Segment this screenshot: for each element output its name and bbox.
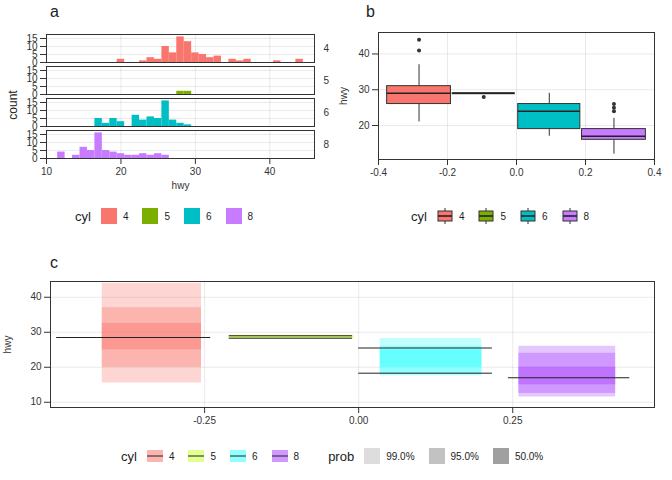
html-text:5: 5 (210, 450, 216, 462)
svg-text:0.2: 0.2 (579, 167, 593, 178)
svg-text:5: 5 (31, 112, 38, 124)
svg-text:-0.25: -0.25 (193, 415, 216, 426)
svg-text:10: 10 (26, 72, 38, 84)
html-text:4: 4 (168, 450, 175, 462)
svg-text:hwy: hwy (2, 336, 13, 354)
html-text:cyl: cyl (75, 208, 91, 224)
svg-text:6: 6 (324, 107, 330, 118)
svg-text:-0.2: -0.2 (439, 167, 457, 178)
svg-text:10: 10 (41, 166, 53, 177)
html-text:b: b (366, 3, 375, 20)
svg-text:40: 40 (30, 291, 42, 302)
html-text:5: 5 (500, 210, 506, 222)
html-text:cyl: cyl (121, 448, 137, 464)
svg-text:30: 30 (30, 326, 42, 337)
svg-text:hwy: hwy (338, 87, 349, 105)
html-text:95.0%: 95.0% (450, 450, 479, 462)
svg-text:10: 10 (30, 396, 42, 407)
svg-text:4: 4 (324, 43, 330, 54)
html-text:c: c (50, 254, 58, 271)
html-text:cyl: cyl (411, 208, 427, 224)
html-text:a: a (50, 3, 59, 20)
html-text:8: 8 (583, 210, 590, 222)
svg-text:0.4: 0.4 (648, 167, 662, 178)
svg-text:20: 20 (358, 120, 370, 131)
svg-text:15: 15 (26, 129, 38, 140)
svg-text:hwy: hwy (172, 180, 190, 191)
svg-text:15: 15 (26, 97, 38, 108)
svg-text:20: 20 (115, 166, 127, 177)
html-text:4: 4 (122, 210, 129, 222)
svg-text:30: 30 (190, 166, 202, 177)
svg-text:10: 10 (26, 104, 38, 116)
html-text:99.0%: 99.0% (386, 450, 415, 462)
svg-text:5: 5 (31, 80, 38, 92)
svg-text:0.25: 0.25 (503, 415, 523, 426)
html-text:5: 5 (164, 210, 170, 222)
svg-text:0: 0 (31, 152, 38, 164)
svg-text:0.00: 0.00 (349, 415, 369, 426)
html-text:6: 6 (206, 210, 212, 222)
html-text:count: count (5, 90, 20, 120)
svg-text:20: 20 (30, 361, 42, 372)
svg-text:30: 30 (358, 84, 370, 95)
html-text:50.0%: 50.0% (514, 450, 544, 462)
svg-text:-0.4: -0.4 (370, 167, 388, 178)
html-text:prob: prob (328, 448, 355, 464)
svg-text:40: 40 (264, 166, 276, 177)
svg-text:8: 8 (324, 139, 330, 150)
svg-text:10: 10 (26, 40, 38, 52)
html-text:8: 8 (293, 450, 300, 462)
svg-text:40: 40 (358, 48, 370, 59)
svg-text:15: 15 (26, 33, 38, 44)
html-text:6: 6 (252, 450, 258, 462)
svg-text:5: 5 (31, 144, 38, 156)
svg-text:5: 5 (324, 75, 330, 86)
svg-text:10: 10 (26, 136, 38, 148)
html-text:8: 8 (247, 210, 254, 222)
html-text:4: 4 (458, 210, 465, 222)
svg-text:5: 5 (31, 48, 38, 60)
svg-text:15: 15 (26, 65, 38, 76)
html-text:6: 6 (542, 210, 548, 222)
svg-text:0.0: 0.0 (510, 167, 524, 178)
